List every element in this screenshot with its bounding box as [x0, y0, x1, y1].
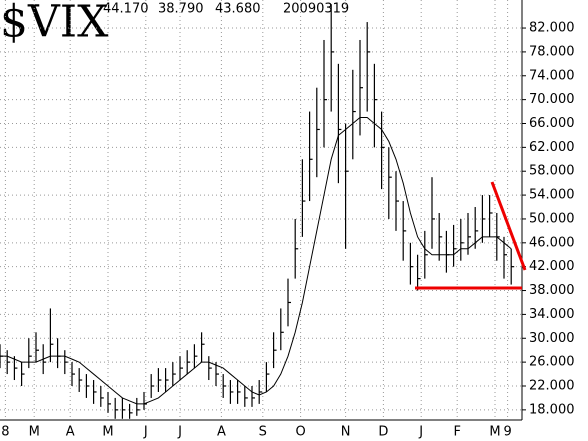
x-tick-label: M: [102, 425, 113, 440]
x-tick-label: J: [143, 425, 148, 440]
x-tick-label: 9: [503, 425, 511, 440]
x-tick-label: D: [378, 425, 388, 440]
header-value: 43.680: [215, 2, 261, 17]
y-tick-label: 38.000: [529, 283, 575, 298]
chart-title: $VIX: [0, 0, 109, 48]
x-tick-label: N: [341, 425, 351, 440]
y-tick-label: 18.000: [529, 402, 575, 417]
x-tick-label: A: [66, 425, 75, 440]
y-tick-label: 30.000: [529, 331, 575, 346]
y-tick-label: 58.000: [529, 164, 575, 179]
y-tick-label: 74.000: [529, 68, 575, 83]
header-value: 20090319: [283, 2, 349, 17]
y-tick-label: 82.000: [529, 21, 575, 36]
x-tick-label: A: [217, 425, 226, 440]
moving-average: [0, 117, 512, 405]
y-tick-label: 50.000: [529, 211, 575, 226]
x-tick-label: F: [453, 425, 460, 440]
trend-line: [490, 181, 527, 271]
y-tick-label: 22.000: [529, 378, 575, 393]
y-tick-label: 62.000: [529, 140, 575, 155]
x-tick-label: O: [295, 425, 305, 440]
y-tick-label: 46.000: [529, 235, 575, 250]
y-tick-label: 34.000: [529, 307, 575, 322]
x-tick-label: J: [177, 425, 182, 440]
y-tick-label: 70.000: [529, 92, 575, 107]
y-tick-label: 26.000: [529, 355, 575, 370]
header-value: 38.790: [158, 2, 204, 17]
plot: 18.000 22.000 26.000 30.000 34.000 38.000 42.0…: [0, 0, 575, 440]
x-tick-label: S: [259, 425, 267, 440]
x-tick-label: M: [489, 425, 500, 440]
x-tick-label: J: [418, 425, 423, 440]
y-tick-label: 78.000: [529, 44, 575, 59]
y-tick-label: 66.000: [529, 116, 575, 131]
x-tick-label: 8: [1, 425, 9, 440]
y-tick-label: 42.000: [529, 259, 575, 274]
header-value: 44.170: [103, 2, 149, 17]
x-tick-label: M: [29, 425, 40, 440]
y-tick-label: 54.000: [529, 188, 575, 203]
